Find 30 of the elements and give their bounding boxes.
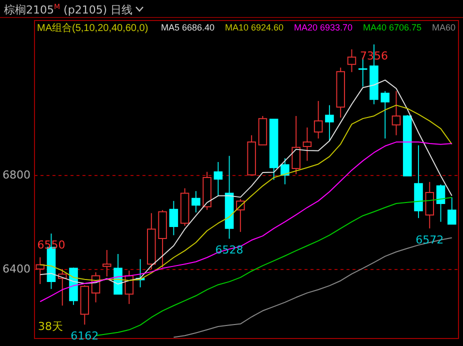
line-series: [173, 237, 452, 338]
candlestick: [102, 249, 112, 278]
candlestick: [347, 48, 356, 73]
text: MA40 6706.75: [363, 22, 422, 32]
annotation: 38天: [38, 319, 63, 334]
candlestick: [36, 256, 45, 285]
candlestick: [169, 200, 178, 236]
candlestick: [280, 158, 290, 185]
candlestick: [380, 90, 390, 140]
candlestick: [325, 104, 334, 142]
text: MA60: [432, 22, 456, 32]
candlestick: [292, 115, 300, 175]
y-tick-label: 6800: [2, 168, 30, 182]
candlestick: [192, 190, 200, 213]
text: MA20 6933.70: [294, 22, 353, 32]
candlestick: [425, 181, 434, 229]
line-series: [40, 142, 452, 302]
candlestick: [447, 196, 456, 225]
candlestick: [236, 198, 245, 232]
text: MA5 6686.40: [161, 22, 215, 32]
candlestick: [436, 184, 446, 222]
candlestick: [214, 161, 223, 196]
legend-title: MA组合(5,10,20,40,60,0): [37, 22, 148, 34]
y-tick-label: 6400: [2, 262, 30, 276]
candlestick: [392, 90, 401, 136]
annotation: 6572: [416, 233, 444, 246]
candlestick: [314, 100, 323, 140]
chart-title: 棕榈2105$^{M}$ (p2105) 日线: [4, 2, 133, 18]
text: MA10 6924.60: [225, 22, 284, 32]
candlestick: [302, 126, 312, 162]
